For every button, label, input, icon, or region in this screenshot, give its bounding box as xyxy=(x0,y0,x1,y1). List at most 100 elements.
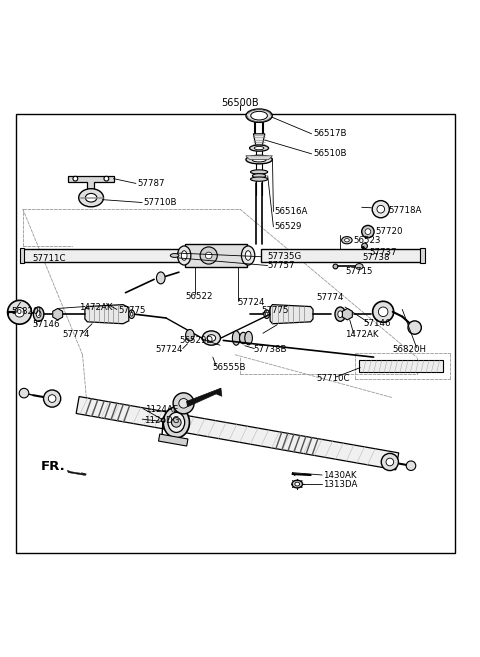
Text: 57715: 57715 xyxy=(345,267,372,276)
Ellipse shape xyxy=(168,413,185,432)
Ellipse shape xyxy=(356,263,363,269)
Text: 56517B: 56517B xyxy=(313,129,347,138)
Circle shape xyxy=(73,176,78,181)
Text: 57710C: 57710C xyxy=(316,374,350,383)
Text: 56529: 56529 xyxy=(275,222,302,231)
Ellipse shape xyxy=(295,482,300,486)
Text: 56523: 56523 xyxy=(353,236,381,244)
Circle shape xyxy=(386,458,394,466)
Ellipse shape xyxy=(156,272,165,284)
Text: 57774: 57774 xyxy=(62,330,90,339)
Circle shape xyxy=(44,390,60,407)
Text: 57787: 57787 xyxy=(137,179,165,188)
Ellipse shape xyxy=(345,238,349,242)
Ellipse shape xyxy=(131,312,133,316)
Circle shape xyxy=(171,421,175,424)
Circle shape xyxy=(333,264,338,269)
Text: 57720: 57720 xyxy=(375,227,403,236)
Ellipse shape xyxy=(251,177,268,181)
Text: 57738B: 57738B xyxy=(253,346,287,355)
Ellipse shape xyxy=(250,145,269,151)
Ellipse shape xyxy=(178,246,191,265)
Polygon shape xyxy=(246,156,273,160)
Text: 57146: 57146 xyxy=(33,320,60,329)
Circle shape xyxy=(15,307,24,317)
Polygon shape xyxy=(76,397,399,470)
Text: 57774: 57774 xyxy=(316,293,344,302)
Ellipse shape xyxy=(163,407,190,438)
Polygon shape xyxy=(85,305,129,324)
Circle shape xyxy=(48,395,56,402)
Text: 1472AK: 1472AK xyxy=(79,304,112,313)
Ellipse shape xyxy=(338,311,343,317)
Circle shape xyxy=(161,419,165,422)
Ellipse shape xyxy=(85,193,97,202)
Ellipse shape xyxy=(36,311,41,317)
Polygon shape xyxy=(342,308,352,320)
Text: 56820J: 56820J xyxy=(12,307,42,316)
Text: 56555B: 56555B xyxy=(213,363,246,372)
Text: 1430AK: 1430AK xyxy=(324,471,357,480)
Ellipse shape xyxy=(202,331,220,345)
Text: 1313DA: 1313DA xyxy=(324,480,358,489)
Text: 57710B: 57710B xyxy=(144,198,177,207)
Circle shape xyxy=(104,176,109,181)
Circle shape xyxy=(362,225,374,238)
Circle shape xyxy=(365,229,371,235)
Text: 57757: 57757 xyxy=(268,261,295,270)
Text: 1124AE: 1124AE xyxy=(144,405,178,414)
Text: 1472AK: 1472AK xyxy=(345,330,379,339)
Bar xyxy=(262,249,421,261)
Ellipse shape xyxy=(186,329,194,341)
Ellipse shape xyxy=(292,480,302,488)
Text: 56500B: 56500B xyxy=(221,99,259,108)
Text: FR.: FR. xyxy=(40,461,65,474)
Circle shape xyxy=(378,307,388,317)
Circle shape xyxy=(19,388,29,398)
Text: 1124DG: 1124DG xyxy=(144,416,179,425)
Text: 57146: 57146 xyxy=(363,319,391,328)
Text: 57724: 57724 xyxy=(155,346,182,355)
Ellipse shape xyxy=(355,255,362,261)
Circle shape xyxy=(406,461,416,470)
Circle shape xyxy=(171,418,181,427)
Text: 56529D: 56529D xyxy=(179,336,213,345)
Circle shape xyxy=(362,243,367,249)
Text: 57718A: 57718A xyxy=(388,206,421,215)
Ellipse shape xyxy=(129,310,134,319)
Ellipse shape xyxy=(170,254,179,258)
Ellipse shape xyxy=(335,307,346,321)
Ellipse shape xyxy=(254,147,264,150)
Polygon shape xyxy=(158,434,188,446)
Ellipse shape xyxy=(342,237,352,244)
Ellipse shape xyxy=(264,310,270,319)
Ellipse shape xyxy=(232,331,240,345)
Text: 57775: 57775 xyxy=(262,306,289,315)
Bar xyxy=(185,244,247,267)
Polygon shape xyxy=(187,388,222,407)
Bar xyxy=(360,361,443,373)
Ellipse shape xyxy=(245,331,252,345)
Ellipse shape xyxy=(252,173,266,178)
Polygon shape xyxy=(270,305,313,324)
Polygon shape xyxy=(67,470,86,476)
Ellipse shape xyxy=(241,246,255,265)
Circle shape xyxy=(200,247,217,264)
Ellipse shape xyxy=(79,189,104,207)
Ellipse shape xyxy=(207,334,216,342)
Text: 57724: 57724 xyxy=(238,298,265,307)
Circle shape xyxy=(372,200,389,217)
Circle shape xyxy=(377,206,384,213)
Ellipse shape xyxy=(181,251,187,260)
Circle shape xyxy=(173,393,194,414)
Ellipse shape xyxy=(251,170,268,174)
Ellipse shape xyxy=(246,109,272,122)
Ellipse shape xyxy=(34,307,44,321)
Text: 56820H: 56820H xyxy=(393,346,427,355)
Bar xyxy=(20,248,24,263)
Ellipse shape xyxy=(265,312,268,316)
Circle shape xyxy=(179,399,188,408)
Circle shape xyxy=(372,302,394,323)
Text: 57775: 57775 xyxy=(118,306,146,315)
Text: 57737: 57737 xyxy=(370,248,397,257)
